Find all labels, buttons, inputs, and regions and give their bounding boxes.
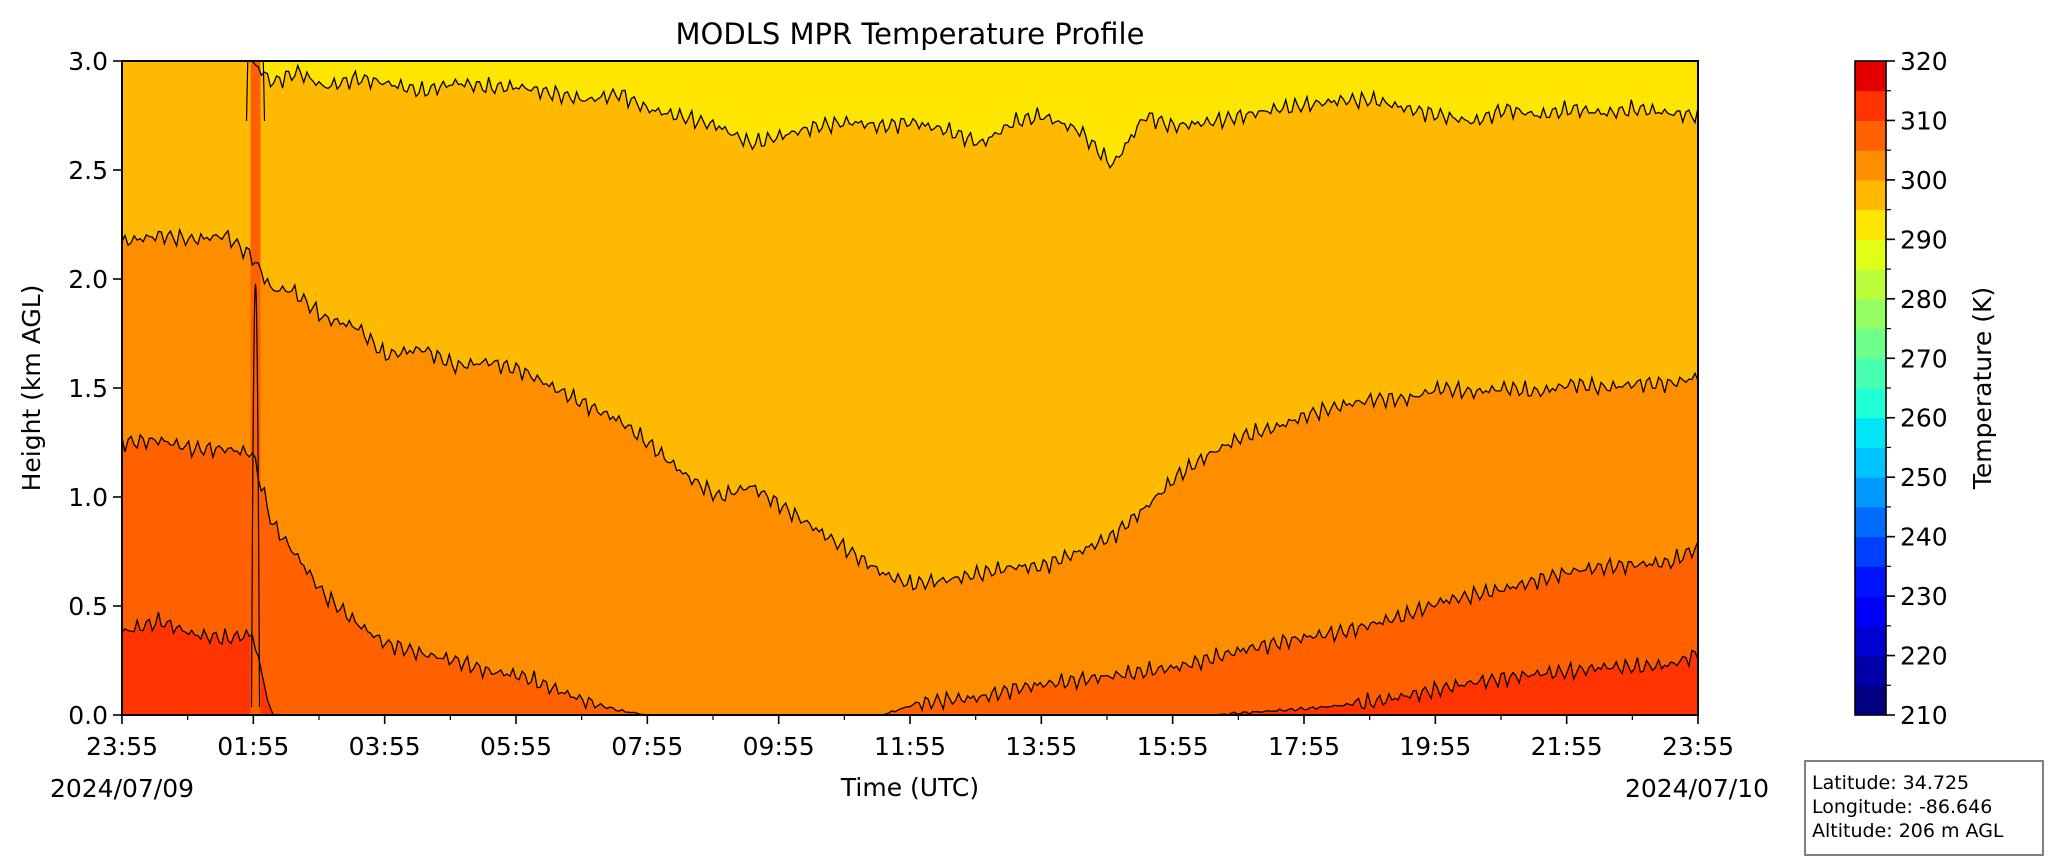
colorbar-segment bbox=[1855, 625, 1886, 657]
x-tick-label: 03:55 bbox=[349, 732, 421, 761]
y-axis-label: Height (km AGL) bbox=[17, 285, 46, 492]
contour-300K bbox=[122, 612, 1698, 715]
x-tick-label: 05:55 bbox=[480, 732, 552, 761]
y-tick-label: 3.0 bbox=[68, 47, 108, 76]
x-tick-label: 11:55 bbox=[874, 732, 946, 761]
x-axis: 23:55 01:55 03:55 05:55 07:55 09:55 11:55 13:55… bbox=[86, 715, 1734, 761]
colorbar-tick-label: 270 bbox=[1900, 344, 1948, 373]
altitude-text: Altitude: 206 m AGL bbox=[1812, 820, 2004, 842]
x-tick-label: 23:55 bbox=[86, 732, 158, 761]
colorbar-segment bbox=[1855, 120, 1886, 151]
x-tick-label: 17:55 bbox=[1268, 732, 1340, 761]
y-tick-label: 1.5 bbox=[68, 374, 108, 403]
colorbar-segment bbox=[1855, 477, 1886, 508]
colorbar-tick-label: 260 bbox=[1900, 404, 1948, 433]
longitude-text: Longitude: -86.646 bbox=[1812, 796, 1993, 818]
colorbar-segment bbox=[1855, 655, 1886, 686]
y-tick-label: 2.0 bbox=[68, 265, 108, 294]
colorbar-tick-label: 230 bbox=[1900, 582, 1948, 611]
colorbar-segment bbox=[1855, 506, 1886, 538]
colorbar-tick-label: 280 bbox=[1900, 285, 1948, 314]
contour-295K bbox=[122, 433, 1698, 715]
station-info-box: Latitude: 34.725 Longitude: -86.646 Alti… bbox=[1804, 760, 2044, 856]
colorbar-tick-label: 210 bbox=[1900, 701, 1948, 730]
colorbar-segment bbox=[1855, 61, 1886, 92]
colorbar-segment bbox=[1855, 179, 1886, 211]
colorbar-segment bbox=[1855, 239, 1886, 270]
y-tick-label: 0.0 bbox=[68, 701, 108, 730]
x-tick-label: 23:55 bbox=[1662, 732, 1734, 761]
colorbar-segment bbox=[1855, 596, 1886, 627]
x-tick-label: 09:55 bbox=[743, 732, 815, 761]
colorbar-segment bbox=[1855, 269, 1886, 300]
colorbar-segment bbox=[1855, 685, 1886, 716]
x-axis-label: Time (UTC) bbox=[840, 773, 979, 802]
colorbar-tick-label: 240 bbox=[1900, 523, 1948, 552]
x-tick-label: 13:55 bbox=[1005, 732, 1077, 761]
x-tick-label: 15:55 bbox=[1137, 732, 1209, 761]
colorbar-segment bbox=[1855, 150, 1886, 181]
y-axis: 0.0 0.5 1.0 1.5 2.0 2.5 3.0 bbox=[68, 47, 122, 730]
colorbar-tick-label: 320 bbox=[1900, 47, 1948, 76]
y-tick-label: 2.5 bbox=[68, 156, 108, 185]
plot-area bbox=[122, 61, 1698, 715]
temperature-band-285-290 bbox=[122, 61, 1698, 590]
colorbar-tick-label: 290 bbox=[1900, 225, 1948, 254]
x-tick-label: 01:55 bbox=[217, 732, 289, 761]
chart-title: MODLS MPR Temperature Profile bbox=[676, 17, 1145, 51]
colorbar: 210 220 230 240 250 260 270 280 290 300 310 320 bbox=[1854, 47, 1948, 730]
y-tick-label: 1.0 bbox=[68, 483, 108, 512]
colorbar-segment bbox=[1855, 209, 1886, 240]
colorbar-tick-label: 310 bbox=[1900, 106, 1948, 135]
colorbar-segment bbox=[1855, 328, 1886, 359]
colorbar-segment bbox=[1855, 358, 1886, 389]
colorbar-label: Temperature (K) bbox=[1968, 287, 1997, 490]
date-end-label: 2024/07/10 bbox=[1625, 774, 1769, 803]
colorbar-segment bbox=[1855, 298, 1886, 330]
x-tick-label: 07:55 bbox=[611, 732, 683, 761]
colorbar-tick-label: 250 bbox=[1900, 463, 1948, 492]
colorbar-segment bbox=[1855, 90, 1886, 121]
x-tick-label: 19:55 bbox=[1399, 732, 1471, 761]
colorbar-tick-label: 300 bbox=[1900, 166, 1948, 195]
colorbar-tick-label: 220 bbox=[1900, 642, 1948, 671]
colorbar-segment bbox=[1855, 447, 1886, 478]
colorbar-segment bbox=[1855, 417, 1886, 448]
anomaly-contour bbox=[250, 283, 261, 708]
anomaly-column bbox=[250, 61, 261, 715]
contour-285K bbox=[122, 61, 1698, 169]
colorbar-segment bbox=[1855, 566, 1886, 597]
x-tick-label: 21:55 bbox=[1531, 732, 1603, 761]
latitude-text: Latitude: 34.725 bbox=[1812, 772, 1970, 794]
contour-290K bbox=[122, 227, 1698, 591]
y-tick-label: 0.5 bbox=[68, 592, 108, 621]
colorbar-segment bbox=[1855, 388, 1886, 419]
date-start-label: 2024/07/09 bbox=[50, 774, 194, 803]
colorbar-segment bbox=[1855, 536, 1886, 567]
